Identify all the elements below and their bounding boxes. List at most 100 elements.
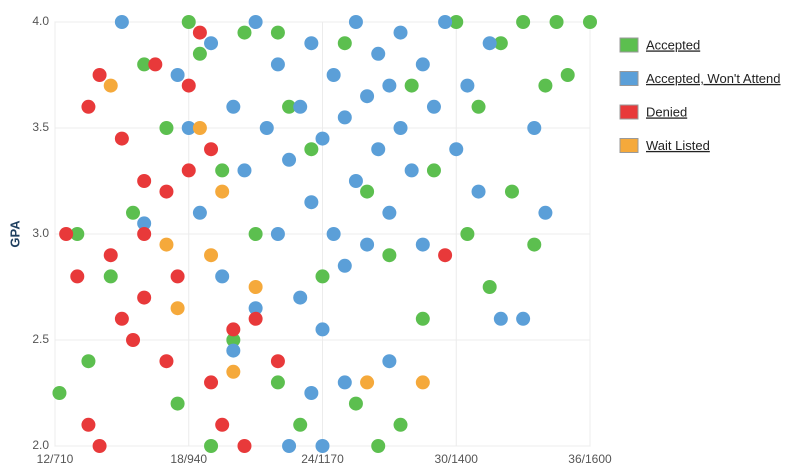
data-point bbox=[304, 195, 319, 210]
data-point bbox=[415, 57, 430, 72]
data-point bbox=[52, 386, 67, 400]
data-point bbox=[270, 354, 285, 369]
legend-label[interactable]: Denied bbox=[646, 104, 687, 119]
x-tick-label: 36/1600 bbox=[568, 452, 612, 466]
data-point bbox=[471, 99, 486, 114]
data-point bbox=[393, 121, 408, 135]
data-point bbox=[315, 439, 330, 453]
data-point bbox=[348, 396, 363, 411]
data-point bbox=[181, 121, 196, 135]
data-point bbox=[415, 375, 430, 390]
data-point bbox=[282, 99, 297, 114]
data-point bbox=[81, 417, 96, 432]
data-point bbox=[404, 163, 419, 178]
data-point bbox=[259, 121, 274, 135]
legend-swatch[interactable] bbox=[619, 104, 639, 120]
data-point bbox=[326, 68, 341, 82]
data-point bbox=[92, 439, 107, 453]
x-tick-label: 30/1400 bbox=[435, 452, 479, 466]
y-tick-label: 4.0 bbox=[32, 14, 49, 28]
data-point bbox=[538, 205, 553, 220]
x-tick-label: 12/710 bbox=[37, 452, 74, 466]
data-point bbox=[204, 375, 219, 390]
data-point bbox=[460, 78, 475, 93]
data-point bbox=[226, 364, 241, 379]
data-point bbox=[215, 163, 230, 178]
data-point bbox=[248, 301, 263, 316]
y-tick-label: 3.0 bbox=[32, 226, 49, 240]
data-point bbox=[192, 121, 207, 135]
data-point bbox=[348, 174, 363, 188]
data-point bbox=[270, 375, 285, 390]
data-point bbox=[504, 184, 519, 199]
data-point bbox=[237, 439, 252, 453]
data-point bbox=[159, 354, 174, 369]
data-point bbox=[92, 68, 107, 82]
data-point bbox=[170, 301, 185, 316]
data-point bbox=[237, 163, 252, 178]
data-point bbox=[315, 269, 330, 284]
data-point bbox=[270, 227, 285, 241]
data-point bbox=[371, 142, 386, 157]
data-point bbox=[460, 227, 475, 241]
data-point bbox=[270, 57, 285, 72]
data-point bbox=[449, 142, 464, 157]
data-point bbox=[493, 311, 508, 326]
data-point bbox=[471, 184, 486, 199]
data-point bbox=[248, 15, 263, 29]
x-tick-label: 24/1170 bbox=[301, 452, 344, 466]
data-point bbox=[226, 333, 241, 347]
data-point bbox=[192, 46, 207, 61]
data-point bbox=[226, 343, 241, 358]
legend-label[interactable]: Wait Listed bbox=[646, 138, 710, 153]
data-point bbox=[527, 237, 542, 252]
data-point bbox=[204, 439, 219, 453]
data-point bbox=[415, 311, 430, 326]
data-point bbox=[81, 354, 96, 369]
data-point bbox=[137, 57, 152, 72]
data-point bbox=[70, 269, 85, 284]
data-point bbox=[103, 78, 118, 93]
data-point bbox=[449, 15, 464, 29]
legend-label[interactable]: Accepted bbox=[646, 37, 700, 52]
data-point bbox=[237, 25, 252, 40]
data-point bbox=[293, 99, 308, 114]
data-point bbox=[493, 36, 508, 51]
data-point bbox=[426, 99, 441, 114]
data-point bbox=[516, 15, 531, 29]
data-point bbox=[482, 36, 497, 51]
data-point bbox=[181, 15, 196, 29]
data-point bbox=[215, 184, 230, 199]
data-point bbox=[181, 163, 196, 178]
data-point bbox=[482, 280, 497, 294]
legend-swatch[interactable] bbox=[619, 71, 639, 86]
data-point bbox=[337, 375, 352, 390]
data-point bbox=[282, 439, 297, 453]
data-point bbox=[382, 205, 397, 220]
data-point bbox=[538, 78, 553, 93]
data-point bbox=[304, 36, 319, 51]
data-point bbox=[103, 248, 118, 263]
y-tick-label: 2.5 bbox=[32, 332, 49, 346]
data-point bbox=[137, 174, 152, 188]
data-point bbox=[148, 57, 163, 72]
data-point bbox=[371, 439, 386, 453]
data-point bbox=[248, 280, 263, 294]
data-point bbox=[527, 121, 542, 135]
data-point bbox=[159, 237, 174, 252]
legend-label[interactable]: Accepted, Won't Attend bbox=[646, 71, 781, 86]
data-point bbox=[337, 110, 352, 125]
data-point bbox=[170, 269, 185, 284]
data-point bbox=[304, 142, 319, 157]
data-point bbox=[270, 25, 285, 40]
data-point bbox=[415, 237, 430, 252]
data-point bbox=[315, 322, 330, 337]
data-point bbox=[293, 417, 308, 432]
data-point bbox=[170, 68, 185, 82]
data-point bbox=[181, 78, 196, 93]
data-point bbox=[516, 311, 531, 326]
legend-swatch[interactable] bbox=[619, 138, 639, 153]
data-point bbox=[70, 227, 85, 241]
legend-swatch[interactable] bbox=[619, 37, 639, 53]
